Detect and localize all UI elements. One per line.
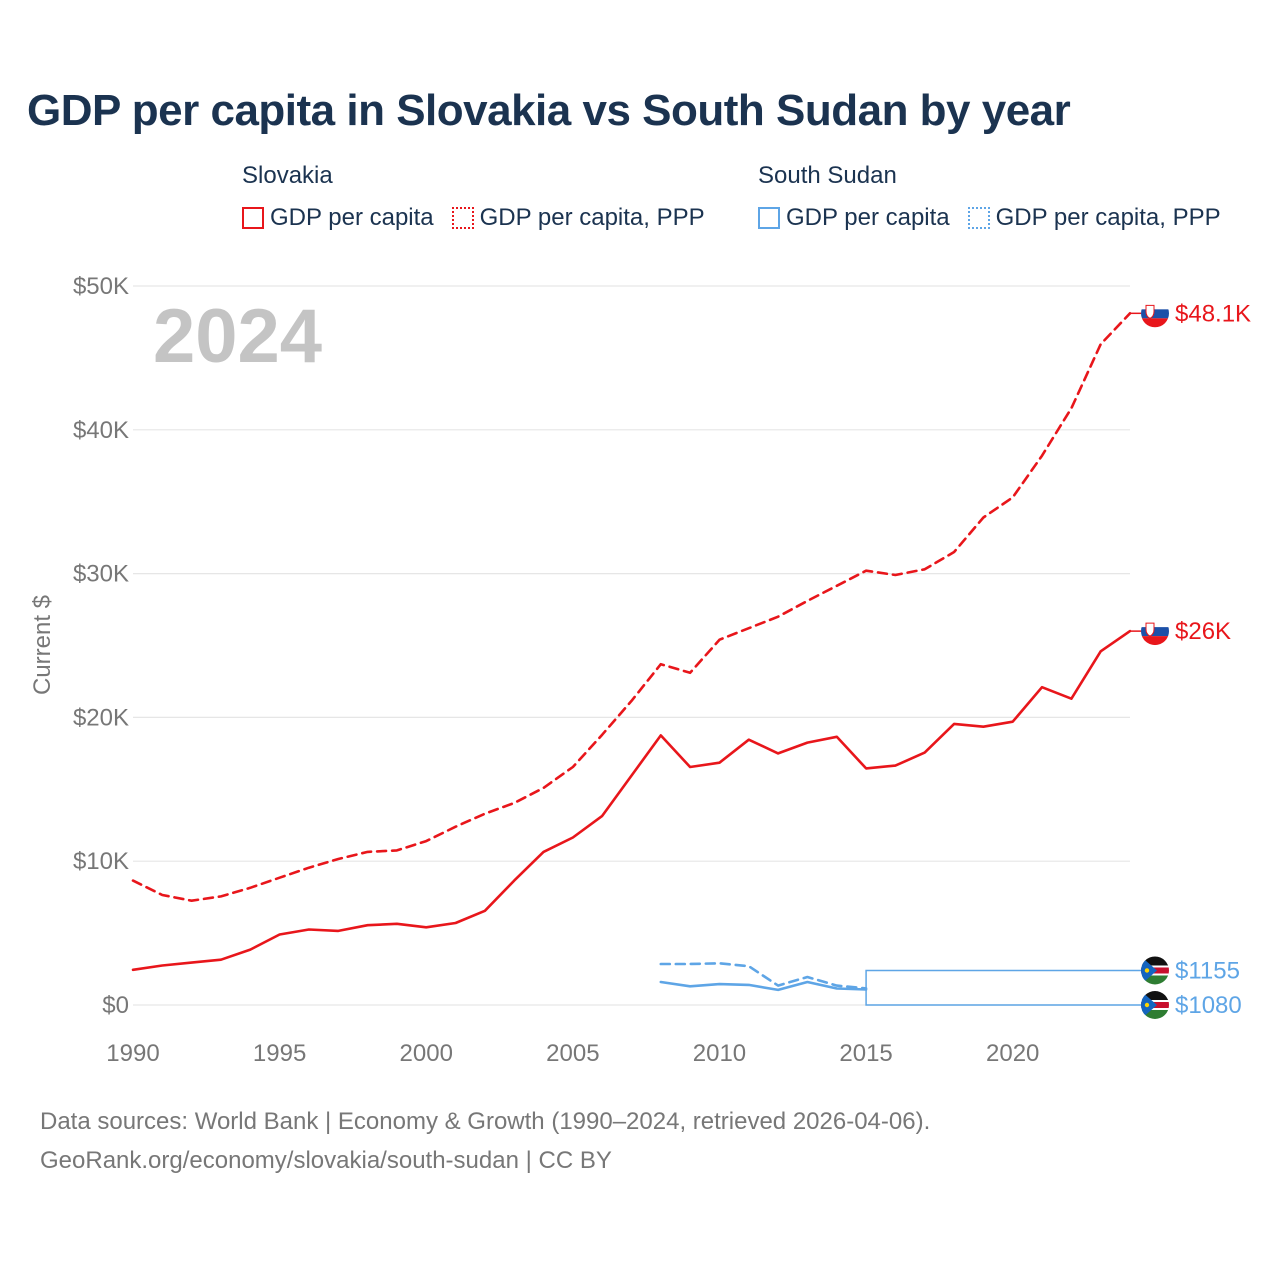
x-tick-label: 2015 xyxy=(839,1040,892,1067)
source-line-1: Data sources: World Bank | Economy & Gro… xyxy=(40,1108,931,1135)
end-value-label: $48.1K xyxy=(1175,300,1251,327)
y-tick-label: $50K xyxy=(73,273,129,300)
end-value-label: $1155 xyxy=(1175,957,1240,984)
legend-swatch-dotted xyxy=(967,207,990,229)
legend-item-slovakia-gdp[interactable]: GDP per capita xyxy=(242,204,434,232)
end-value-label: $26K xyxy=(1175,618,1231,645)
legend-label: GDP per capita, PPP xyxy=(995,204,1221,231)
y-tick-label: $0 xyxy=(102,992,129,1019)
legend-label: GDP per capita, PPP xyxy=(479,204,705,231)
x-tick-label: 2005 xyxy=(546,1040,599,1067)
end-labels: $48.1K $26K $1155 $1080 xyxy=(1141,299,1251,1019)
x-tick-label: 2000 xyxy=(400,1040,453,1067)
legend-slovakia: Slovakia GDP per capita GDP per capita, … xyxy=(242,162,723,232)
legend-item-south-sudan-gdp-ppp[interactable]: GDP per capita, PPP xyxy=(967,204,1221,232)
legend-label: GDP per capita xyxy=(270,204,434,231)
legend-swatch-solid xyxy=(242,207,264,229)
y-tick-label: $30K xyxy=(73,561,129,588)
annotations xyxy=(865,312,1141,1006)
slovakia-flag-icon xyxy=(1141,617,1169,646)
x-tick-label: 2020 xyxy=(986,1040,1039,1067)
x-tick-label: 1995 xyxy=(253,1040,306,1067)
legend-country-south-sudan: South Sudan xyxy=(758,162,897,189)
slovakia-flag-icon xyxy=(1141,299,1169,328)
end-label-leader xyxy=(865,969,1141,989)
grid-lines xyxy=(133,285,1130,1006)
legend-south-sudan: South Sudan GDP per capita GDP per capit… xyxy=(758,162,1239,232)
y-axis-label: Current $ xyxy=(29,595,56,695)
series-line-south-sudan[interactable] xyxy=(659,980,868,992)
axes: $0 $10K $20K $30K $40K $50K 1990 1995 2000 2005 20… xyxy=(73,273,1039,1067)
legend-label: GDP per capita xyxy=(786,204,950,231)
source-line-2[interactable]: GeoRank.org/economy/slovakia/south-sudan… xyxy=(40,1147,612,1174)
series-line-slovakia[interactable] xyxy=(131,629,1132,972)
x-tick-label: 2010 xyxy=(693,1040,746,1067)
legend-country-slovakia: Slovakia xyxy=(242,162,333,189)
legend-swatch-dotted xyxy=(451,207,474,229)
end-label-leader xyxy=(865,989,1141,1006)
end-value-label: $1080 xyxy=(1175,992,1242,1019)
legend-item-slovakia-gdp-ppp[interactable]: GDP per capita, PPP xyxy=(451,204,705,232)
year-watermark: 2024 xyxy=(153,294,322,379)
series-line-slovakia-ppp[interactable] xyxy=(131,311,1132,903)
legend-item-south-sudan-gdp[interactable]: GDP per capita xyxy=(758,204,950,232)
series-lines xyxy=(131,311,1132,992)
y-tick-label: $40K xyxy=(73,417,129,444)
south-sudan-flag-icon xyxy=(1141,956,1169,985)
chart-title: GDP per capita in Slovakia vs South Suda… xyxy=(27,86,1071,135)
south-sudan-flag-icon xyxy=(1141,991,1169,1019)
x-tick-label: 1990 xyxy=(106,1040,159,1067)
series-line-south-sudan-ppp[interactable] xyxy=(659,961,868,990)
y-tick-label: $20K xyxy=(73,704,129,731)
legend-swatch-solid xyxy=(758,207,780,229)
y-tick-label: $10K xyxy=(73,848,129,875)
